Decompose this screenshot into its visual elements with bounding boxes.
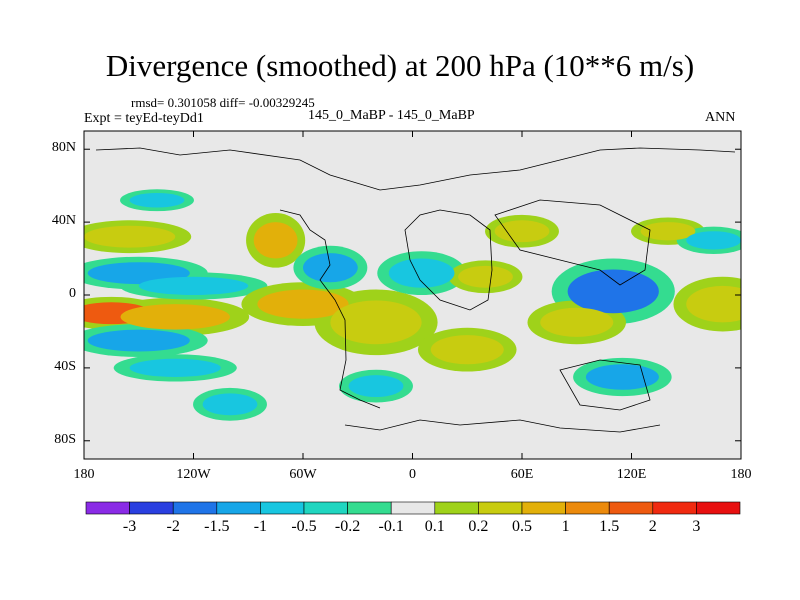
x-tick-label: 60E (510, 467, 534, 482)
stats-line: rmsd= 0.301058 diff= -0.00329245 (131, 95, 315, 110)
y-tick-label: 80S (54, 431, 76, 447)
contour-blob (494, 220, 550, 243)
colorbar-label: -3 (122, 518, 137, 535)
colorbar-box (85, 501, 130, 515)
colorbar-box (216, 501, 261, 515)
colorbar-label: 2 (648, 518, 657, 535)
colorbar-label: -1.5 (204, 518, 230, 535)
colorbar-box (434, 501, 479, 515)
experiment-label: Expt = teyEd-teyDd1 (84, 111, 204, 126)
contour-blob (129, 192, 185, 208)
x-tick-label: 180 (730, 467, 752, 482)
contour-blob (458, 265, 513, 288)
contour-blob (120, 304, 230, 330)
y-tick-label: 40N (51, 213, 76, 229)
colorbar-label: -0.2 (334, 518, 361, 535)
coastline (344, 419, 661, 433)
contour-blob (540, 307, 614, 337)
field-layer (84, 147, 741, 433)
contour-blob (567, 269, 659, 314)
colorbar-label: -0.1 (378, 518, 404, 535)
season-label: ANN (705, 110, 736, 125)
contour-blob (129, 358, 221, 377)
contour-blob (257, 289, 349, 319)
x-tick-label: 60W (289, 467, 317, 482)
colorbar-label: -0.5 (291, 518, 317, 535)
coastline (279, 209, 381, 409)
contour-blob (330, 300, 422, 345)
colorbar-box (565, 501, 610, 515)
colorbar-label: 1 (561, 518, 570, 535)
contour-blob (585, 364, 659, 390)
colorbar-box (608, 501, 654, 515)
colorbar-box (521, 501, 566, 515)
colorbar-box (390, 501, 436, 515)
contour-blob (686, 285, 741, 323)
y-tick-label: 40S (54, 358, 76, 374)
colorbar-box (652, 501, 697, 515)
contour-blob (202, 393, 258, 416)
colorbar-label: 3 (692, 518, 701, 535)
y-tick-label: 0 (69, 286, 76, 301)
coastline (494, 199, 651, 286)
x-tick-label: 180 (73, 467, 95, 482)
contour-blob (84, 225, 176, 248)
colorbar-box (478, 501, 523, 515)
coastline (95, 147, 736, 191)
colorbar-label: 1.5 (599, 518, 620, 535)
x-tick-label: 120W (176, 467, 211, 482)
coastline (559, 359, 651, 411)
x-tick-label: 120E (616, 467, 647, 482)
contour-blob (348, 375, 404, 398)
contour-blob (138, 276, 249, 295)
colorbar-box (172, 501, 218, 515)
chart-title: Divergence (smoothed) at 200 hPa (10**6 … (105, 48, 695, 83)
contour-blob (87, 329, 190, 352)
colorbar-label: 0.1 (424, 518, 445, 535)
colorbar-label: 0.5 (512, 518, 532, 535)
colorbar-box (347, 501, 392, 515)
contour-blob (388, 258, 455, 288)
contour-blob (430, 335, 504, 365)
colorbar-box (696, 501, 741, 515)
colorbar-box (260, 501, 305, 515)
case-label: 145_0_MaBP - 145_0_MaBP (308, 108, 475, 123)
y-tick-label: 80N (51, 140, 76, 156)
colorbar-label: -2 (166, 518, 180, 535)
contour-blob (640, 222, 696, 241)
colorbar-label: 0.2 (468, 518, 489, 535)
coastline (404, 209, 493, 311)
colorbar-box (129, 501, 174, 515)
colorbar-label: -1 (253, 518, 268, 535)
contour-blob (686, 231, 741, 250)
colorbar-box (303, 501, 348, 515)
contour-blob (303, 253, 358, 283)
x-tick-label: 0 (409, 467, 416, 482)
contour-blob (253, 222, 298, 259)
